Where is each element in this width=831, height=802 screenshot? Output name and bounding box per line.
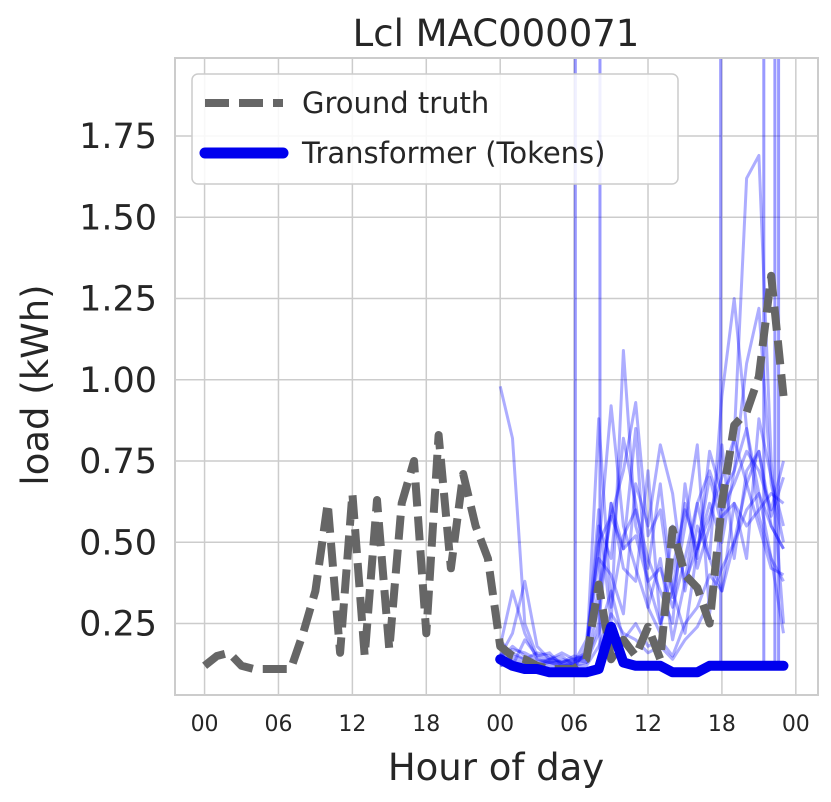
y-axis-label: load (kWh): [14, 284, 57, 485]
sample-line: [499, 436, 785, 668]
x-tick-label: 00: [486, 712, 514, 737]
y-tick-label: 1.00: [79, 361, 157, 401]
sample-lines: [498, 154, 785, 671]
sample-line: [499, 417, 785, 664]
series-lines: [202, 271, 789, 678]
sample-line: [499, 449, 785, 668]
sample-line: [498, 297, 785, 668]
y-tick-label: 1.25: [79, 280, 157, 320]
chart-title: Lcl MAC000071: [353, 12, 640, 55]
x-tick-label: 18: [412, 712, 440, 737]
plot-frame: [174, 57, 819, 696]
legend-transformer-label: Transformer (Tokens): [301, 136, 605, 170]
transformer-line: [495, 621, 789, 678]
x-tick-label: 06: [264, 712, 292, 737]
x-axis-label: Hour of day: [388, 746, 604, 789]
y-tick-label: 1.75: [79, 117, 157, 157]
y-tick-label: 0.50: [79, 523, 157, 563]
x-axis-ticks: 00 06 12 18 00 06 12 18 00: [191, 712, 810, 737]
x-tick-label: 00: [782, 712, 810, 737]
sample-line: [499, 306, 785, 668]
x-tick-label: 18: [708, 712, 736, 737]
y-tick-label: 1.50: [79, 198, 157, 238]
sample-line: [498, 154, 785, 664]
legend-box: [191, 73, 679, 185]
x-tick-label: 06: [560, 712, 588, 737]
sample-line: [499, 401, 785, 671]
x-tick-label: 12: [634, 712, 662, 737]
sample-line: [498, 385, 785, 664]
x-tick-label: 12: [338, 712, 366, 737]
y-tick-label: 0.25: [79, 605, 157, 645]
sample-line: [499, 443, 785, 668]
y-axis-ticks: 0.25 0.50 0.75 1.00 1.25 1.50 1.75: [79, 117, 157, 645]
legend-ground-truth-label: Ground truth: [302, 86, 489, 120]
ground-truth-line: [202, 271, 788, 673]
y-tick-label: 0.75: [79, 442, 157, 482]
x-tick-label: 00: [191, 712, 219, 737]
legend: Ground truth Transformer (Tokens): [191, 73, 679, 185]
